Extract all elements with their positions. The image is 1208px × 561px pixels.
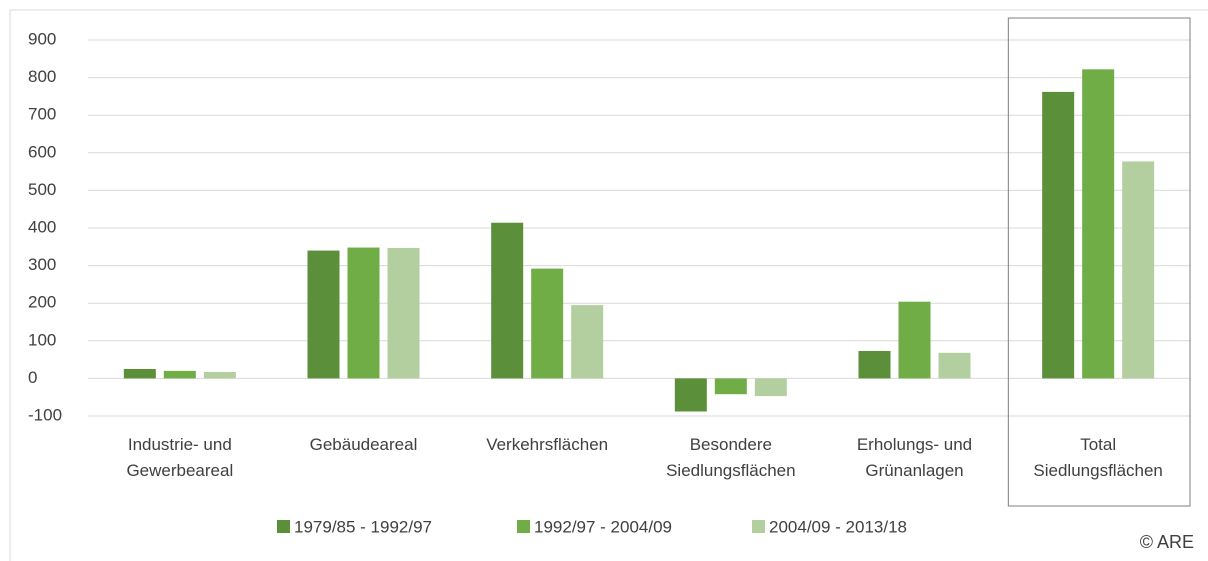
- bar: [938, 352, 971, 379]
- x-tick-label: Industrie- und Gewerbeareal: [126, 435, 234, 480]
- y-tick-label: 0: [28, 368, 37, 387]
- bar: [898, 301, 931, 379]
- y-tick-label: 800: [28, 67, 56, 86]
- bar: [754, 378, 787, 397]
- x-tick-label: Total Siedlungsflächen: [1033, 435, 1163, 480]
- legend-swatch: [752, 520, 765, 533]
- highlight-box: [1007, 17, 1191, 507]
- bar: [1042, 91, 1075, 379]
- bar: [347, 247, 380, 379]
- bar: [858, 350, 891, 379]
- legend-swatch: [277, 520, 290, 533]
- legend-label: 2004/09 - 2013/18: [769, 517, 907, 536]
- bar: [491, 222, 524, 379]
- legend-swatch: [517, 520, 530, 533]
- y-tick-label: 400: [28, 217, 56, 236]
- bar: [531, 268, 564, 379]
- chart-border: [9, 9, 1208, 561]
- y-tick-label: 500: [28, 180, 56, 199]
- y-tick-label: 100: [28, 330, 56, 349]
- x-tick-label: Erholungs- und Grünanlagen: [856, 435, 973, 480]
- bar: [1122, 161, 1155, 379]
- legend-label: 1979/85 - 1992/97: [294, 517, 432, 536]
- bar: [123, 369, 156, 379]
- bar: [163, 370, 196, 379]
- y-tick-label: 300: [28, 255, 56, 274]
- legend-label: 1992/97 - 2004/09: [534, 517, 672, 536]
- bar: [571, 305, 604, 379]
- x-tick-label: Besondere Siedlungsflächen: [666, 435, 796, 480]
- x-tick-label: Verkehrsflächen: [486, 435, 609, 454]
- bar: [387, 247, 420, 379]
- y-tick-label: 600: [28, 142, 56, 161]
- y-tick-label: 200: [28, 293, 56, 312]
- y-tick-label: -100: [28, 405, 62, 424]
- credit: © ARE: [1139, 532, 1194, 552]
- bar: [1082, 69, 1115, 379]
- bar: [714, 378, 747, 395]
- y-tick-label: 900: [28, 29, 56, 48]
- y-tick-label: 700: [28, 105, 56, 124]
- x-tick-label: Gebäudeareal: [309, 435, 418, 454]
- bar: [203, 372, 236, 379]
- bar: [307, 250, 340, 379]
- bar: [674, 378, 707, 412]
